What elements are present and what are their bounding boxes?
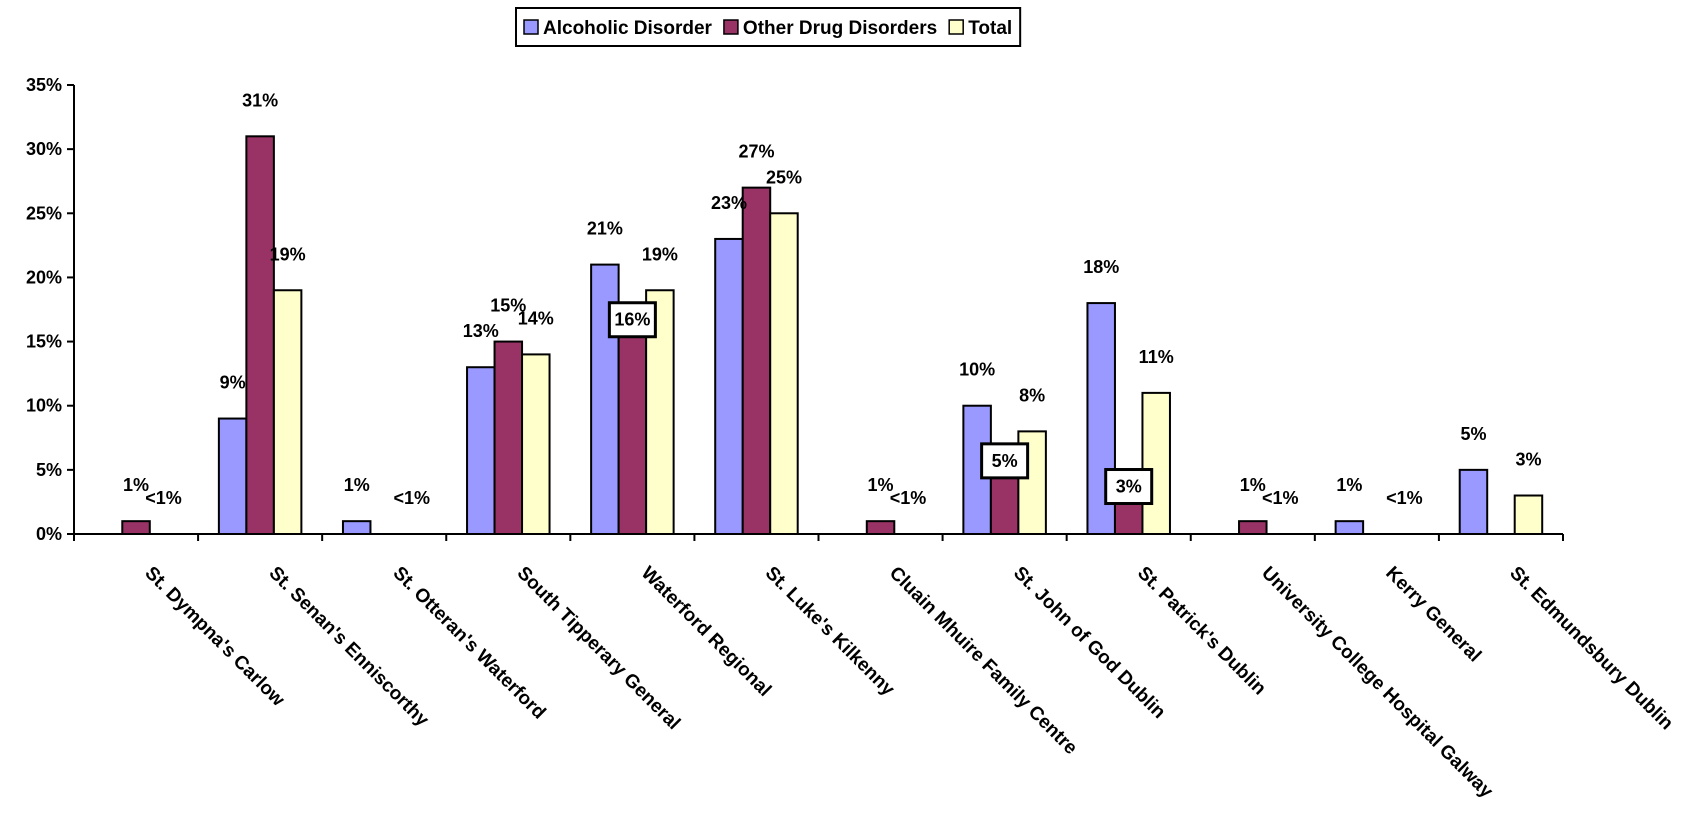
- legend-label-total: Total: [968, 18, 1012, 39]
- legend: Alcoholic Disorder Other Drug Disorders To…: [515, 7, 1022, 47]
- data-label-alcoholic-disorder-waterford-regional: 21%: [587, 219, 623, 239]
- data-label-total-st-patrick-s-dublin: 11%: [1139, 347, 1174, 367]
- data-label-alcoholic-disorder-st-edmundsbury-dublin: 5%: [1460, 424, 1486, 444]
- legend-swatch-other-drug-disorders: [723, 19, 739, 35]
- data-label-alcoholic-disorder-st-luke-s-kilkenny: 23%: [711, 193, 747, 213]
- bar-alcoholic-disorder-st-luke-s-kilkenny: [714, 237, 744, 535]
- y-axis: 0% 5% 10% 15% 20% 25% 30% 35%: [26, 75, 75, 544]
- legend-box: [515, 7, 1022, 47]
- data-label-box: [1104, 468, 1154, 506]
- legend-label-alcoholic-disorder: Alcoholic Disorder: [543, 18, 713, 39]
- bars: [121, 135, 1544, 536]
- data-label-other-drug-disorders-st-luke-s-kilkenny: 27%: [738, 142, 774, 162]
- y-tick-label: 15%: [26, 332, 62, 352]
- data-label-box: [980, 442, 1030, 480]
- y-tick-label: 0%: [36, 524, 62, 544]
- bar-total-st-edmundsbury-dublin: [1513, 494, 1544, 535]
- category-label-st-patrick-s-dublin: St. Patrick's Dublin: [1133, 563, 1270, 700]
- bar-alcoholic-disorder-st-edmundsbury-dublin: [1458, 468, 1489, 536]
- y-tick-label: 30%: [26, 139, 62, 159]
- data-label-total-st-john-of-god-dublin: 8%: [1019, 385, 1045, 405]
- data-label-total-cluain-mhuire-family-centre: <1%: [890, 488, 927, 508]
- data-label-alcoholic-disorder-st-john-of-god-dublin: 10%: [959, 360, 995, 380]
- data-label-total-st-senan-s-enniscorthy: 19%: [270, 244, 306, 264]
- y-tick-label: 35%: [26, 75, 62, 95]
- y-tick-label: 5%: [36, 460, 62, 480]
- bar-other-drug-disorders-university-college-hospital-galway: [1238, 520, 1268, 536]
- data-label-other-drug-disorders-cluain-mhuire-family-centre: 1%: [868, 475, 894, 495]
- data-label-other-drug-disorders-st-john-of-god-dublin: 5%: [992, 451, 1018, 471]
- data-label-total-st-edmundsbury-dublin: 3%: [1515, 450, 1541, 470]
- data-label-alcoholic-disorder-south-tipperary-general: 13%: [463, 321, 499, 341]
- bar-other-drug-disorders-st-senan-s-enniscorthy: [245, 135, 275, 535]
- data-label-total-st-luke-s-kilkenny: 25%: [766, 167, 802, 187]
- data-label-total-st-otteran-s-waterford: <1%: [393, 488, 430, 508]
- bar-total-st-john-of-god-dublin: [1017, 430, 1047, 535]
- legend-swatch-alcoholic-disorder: [523, 19, 539, 35]
- data-label-total-st-dympna-s-carlow: <1%: [145, 488, 182, 508]
- bar-alcoholic-disorder-south-tipperary-general: [466, 366, 496, 535]
- data-label-total-south-tipperary-general: 14%: [518, 308, 554, 328]
- bar-alcoholic-disorder-kerry-general: [1334, 520, 1365, 536]
- y-tick-label: 25%: [26, 203, 62, 223]
- bar-other-drug-disorders-st-luke-s-kilkenny: [741, 186, 772, 535]
- bar-other-drug-disorders-waterford-regional: [617, 327, 648, 535]
- data-label-box: [607, 301, 657, 339]
- data-label-other-drug-disorders-st-senan-s-enniscorthy: 31%: [242, 90, 278, 110]
- bar-alcoholic-disorder-st-senan-s-enniscorthy: [217, 417, 248, 535]
- data-label-alcoholic-disorder-st-senan-s-enniscorthy: 9%: [220, 373, 246, 393]
- legend-label-other-drug-disorders: Other Drug Disorders: [743, 18, 937, 39]
- category-label-st-luke-s-kilkenny: St. Luke's Kilkenny: [761, 563, 899, 701]
- bar-total-south-tipperary-general: [521, 353, 551, 535]
- data-label-other-drug-disorders-waterford-regional: 16%: [614, 310, 650, 330]
- y-tick-label: 10%: [26, 396, 62, 416]
- data-label-alcoholic-disorder-st-patrick-s-dublin: 18%: [1083, 257, 1119, 277]
- data-label-other-drug-disorders-st-dympna-s-carlow: 1%: [123, 475, 149, 495]
- bar-total-st-senan-s-enniscorthy: [272, 289, 303, 535]
- bar-total-st-luke-s-kilkenny: [769, 212, 799, 536]
- bar-total-st-patrick-s-dublin: [1141, 391, 1171, 535]
- category-label-university-college-hospital-galway: University College Hospital Galway: [1257, 563, 1497, 803]
- data-label-total-kerry-general: <1%: [1386, 488, 1423, 508]
- category-label-st-dympna-s-carlow: St. Dympna's Carlow: [140, 563, 288, 711]
- category-label-kerry-general: Kerry General: [1381, 563, 1485, 667]
- bar-alcoholic-disorder-st-otteran-s-waterford: [341, 520, 372, 536]
- data-label-total-university-college-hospital-galway: <1%: [1262, 488, 1299, 508]
- legend-swatch-total: [948, 19, 964, 35]
- y-tick-label: 20%: [26, 267, 62, 287]
- data-label-other-drug-disorders-st-patrick-s-dublin: 3%: [1116, 477, 1142, 497]
- data-label-total-waterford-regional: 19%: [642, 244, 678, 264]
- bar-other-drug-disorders-st-dympna-s-carlow: [121, 520, 151, 536]
- data-label-other-drug-disorders-south-tipperary-general: 15%: [490, 296, 526, 316]
- bar-other-drug-disorders-st-john-of-god-dublin: [989, 468, 1020, 536]
- category-label-waterford-regional: Waterford Regional: [637, 563, 775, 701]
- data-label-other-drug-disorders-university-college-hospital-galway: 1%: [1240, 475, 1266, 495]
- data-labels: 9% 1% 13% 21% 23% 10% 18% 1% 5% 1% 31% 15% 16% 27% 1% 5…: [123, 90, 1541, 508]
- data-label-alcoholic-disorder-kerry-general: 1%: [1336, 475, 1362, 495]
- bar-other-drug-disorders-south-tipperary-general: [493, 340, 524, 536]
- category-label-st-edmundsbury-dublin: St. Edmundsbury Dublin: [1505, 563, 1677, 735]
- bar-other-drug-disorders-cluain-mhuire-family-centre: [865, 520, 896, 536]
- data-label-alcoholic-disorder-st-otteran-s-waterford: 1%: [344, 475, 370, 495]
